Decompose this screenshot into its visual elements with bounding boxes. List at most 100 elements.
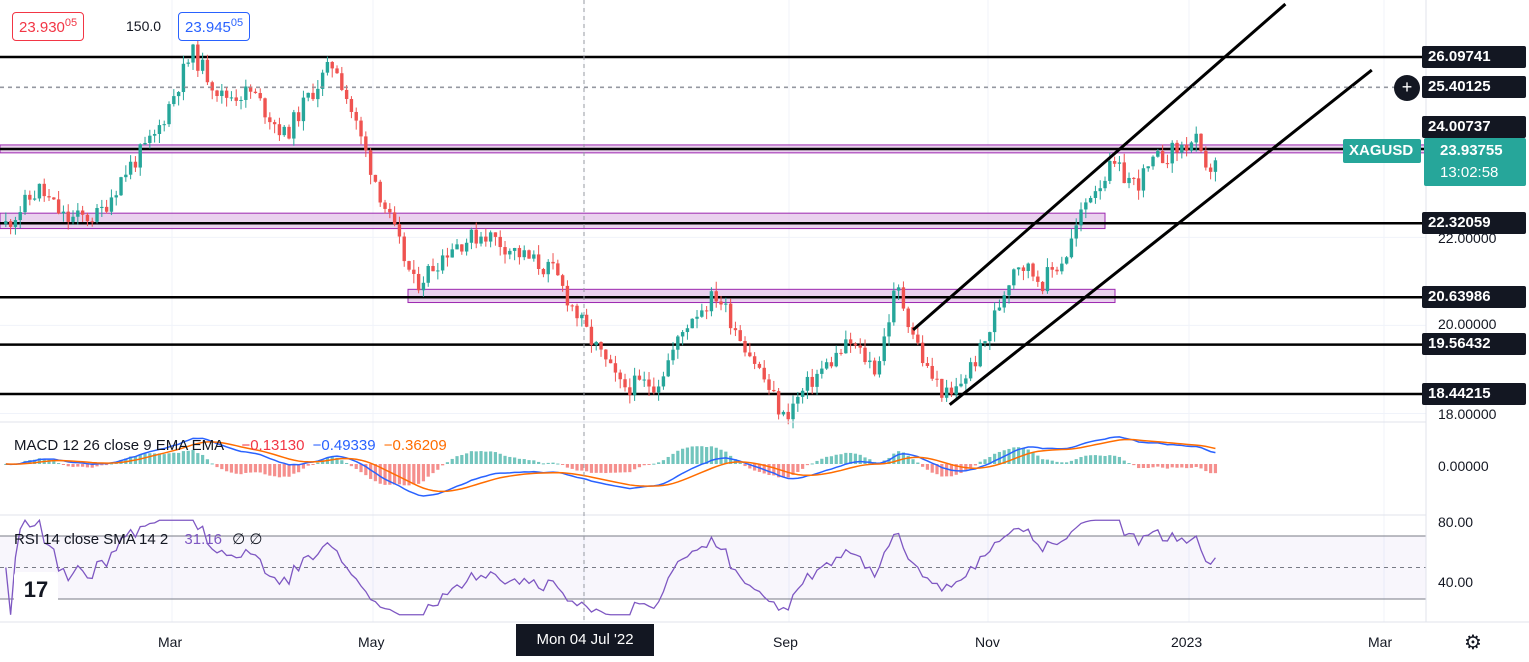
current-price-label: 23.93755 13:02:58 [1424, 138, 1526, 186]
candle-body-244 [1175, 142, 1179, 153]
candle-body-208 [1002, 295, 1006, 308]
macd-hist-bar-64 [311, 464, 315, 465]
candle-body-249 [1199, 133, 1203, 151]
candle-body-31 [152, 133, 157, 136]
candle-body-189 [911, 327, 915, 335]
candle-body-128 [618, 372, 622, 380]
candle-body-139 [671, 349, 675, 361]
level-label-18[interactable]: 18.44215 [1422, 383, 1526, 405]
candle-body-185 [892, 290, 896, 323]
candle-body-96 [464, 242, 469, 252]
candle-body-104 [503, 247, 507, 255]
level-label-20-6[interactable]: 20.63986 [1422, 286, 1526, 308]
candle-body-100 [484, 236, 488, 242]
macd-hist-bar-129 [623, 464, 627, 473]
candle-body-219 [1055, 269, 1059, 272]
macd-hist-bar-248 [1194, 464, 1198, 468]
macd-hist-bar-13 [66, 464, 70, 467]
candle-body-155 [748, 352, 752, 357]
candle-body-28 [138, 144, 142, 168]
candle-body-51 [248, 86, 253, 92]
macd-hist-bar-58 [282, 464, 286, 477]
macd-legend[interactable]: MACD 12 26 close 9 EMA EMA −0.13130 −0.4… [14, 437, 447, 454]
macd-hist-bar-44 [215, 464, 219, 468]
candle-body-180 [868, 360, 872, 363]
macd-hist-bar-164 [791, 464, 795, 475]
candle-body-80 [388, 208, 392, 213]
gear-icon[interactable]: ⚙ [1464, 632, 1482, 654]
candle-body-138 [666, 360, 670, 377]
macd-hist-bar-217 [1045, 459, 1050, 464]
candle-body-191 [920, 342, 925, 364]
macd-hist-bar-106 [513, 457, 517, 464]
level-label-19[interactable]: 19.56432 [1422, 333, 1526, 355]
current-price: 23.93755 [1440, 142, 1503, 159]
candle-body-161 [776, 391, 781, 415]
candle-body-143 [690, 318, 694, 329]
macd-hist-bar-18 [90, 464, 94, 468]
macd-hist-bar-239 [1151, 464, 1155, 468]
candle-body-64 [311, 92, 315, 100]
candle-body-190 [916, 334, 920, 343]
macd-hist-bar-251 [1209, 464, 1213, 474]
candle-body-21 [104, 206, 109, 212]
macd-hist-bar-96 [465, 453, 469, 464]
candle-body-54 [263, 98, 267, 118]
level-label-24[interactable]: 24.00737 [1422, 116, 1526, 138]
tradingview-logo-icon[interactable]: 17 [14, 572, 58, 608]
macd-hist-bar-43 [210, 463, 214, 465]
candle-body-101 [488, 232, 493, 242]
level-label-26[interactable]: 26.09741 [1422, 46, 1526, 68]
candle-body-29 [143, 142, 147, 145]
macd-hist-bar-172 [829, 456, 834, 464]
macd-hist-bar-87 [421, 464, 426, 482]
candle-body-72 [349, 99, 354, 112]
candle-body-37 [181, 63, 186, 93]
candle-body-36 [176, 92, 181, 97]
candle-body-83 [402, 236, 406, 262]
candle-body-145 [700, 310, 704, 317]
macd-hist-bar-198 [954, 464, 958, 475]
macd-hist-bar-114 [551, 462, 555, 464]
macd-hist-bar-120 [580, 464, 584, 471]
candle-body-115 [556, 263, 560, 276]
candle-body-137 [661, 376, 666, 387]
level-label-22[interactable]: 22.32059 [1422, 212, 1526, 234]
macd-hist-bar-230 [1108, 455, 1112, 464]
time-label-sep: Sep [773, 634, 798, 650]
candle-body-74 [359, 120, 363, 137]
candle-body-230 [1108, 161, 1112, 181]
macd-hist-bar-174 [839, 454, 843, 464]
macd-hist-bar-74 [359, 464, 363, 473]
candle-body-177 [853, 343, 858, 346]
candle-body-214 [1031, 263, 1035, 277]
sell-price-box[interactable]: 23.93005 [12, 12, 85, 41]
candle-body-133 [642, 379, 646, 381]
candle-body-73 [354, 111, 358, 121]
buy-price-box[interactable]: 23.94505 [178, 12, 251, 41]
macd-hist-bar-154 [743, 464, 747, 467]
macd-hist-bar-104 [503, 455, 507, 464]
macd-hist-bar-151 [729, 455, 733, 464]
macd-hist-bar-246 [1185, 464, 1189, 469]
macd-hist-bar-222 [1069, 460, 1074, 464]
macd-hist-bar-117 [565, 464, 570, 468]
macd-hist-bar-173 [834, 454, 838, 464]
add-plus-icon[interactable]: + [1394, 75, 1420, 101]
rsi-legend[interactable]: RSI 14 close SMA 14 2 31.16 ∅ ∅ [14, 530, 262, 548]
candle-body-98 [474, 229, 478, 244]
macd-hist-bar-88 [426, 464, 430, 477]
time-crosshair-label: Mon 04 Jul '22 [516, 624, 654, 656]
macd-hist-bar-160 [772, 464, 776, 476]
candle-body-99 [479, 236, 483, 244]
candle-body-25 [124, 174, 128, 178]
macd-hist-bar-147 [709, 446, 714, 464]
candle-body-136 [656, 386, 661, 393]
macd-hist-bar-128 [618, 464, 622, 473]
macd-hist-bar-61 [297, 464, 301, 473]
candle-body-132 [637, 375, 642, 380]
candle-body-39 [191, 44, 195, 63]
level-label-25[interactable]: 25.40125 [1422, 76, 1526, 98]
